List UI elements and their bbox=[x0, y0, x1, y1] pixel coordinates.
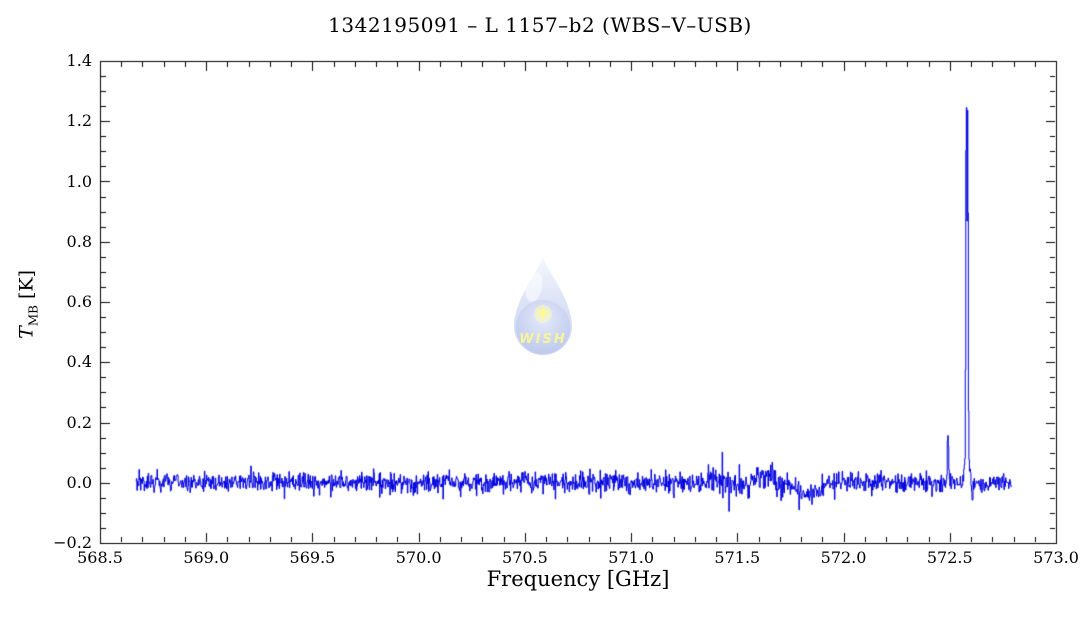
plot-title: 1342195091 – L 1157–b2 (WBS–V–USB) bbox=[328, 13, 752, 37]
y-axis-symbol: T bbox=[15, 326, 38, 339]
x-tick-label: 572.5 bbox=[926, 548, 973, 567]
y-tick-label: 1.0 bbox=[66, 171, 92, 191]
wish-watermark: ✶ WISH bbox=[514, 257, 572, 355]
y-tick-label: 0.6 bbox=[66, 292, 92, 311]
y-tick-label: 0.0 bbox=[66, 472, 92, 492]
y-tick-label: 0.4 bbox=[66, 352, 92, 372]
y-tick-label: 0.8 bbox=[66, 231, 92, 251]
y-tick-label: −0.2 bbox=[53, 533, 92, 552]
x-tick-label: 570.5 bbox=[501, 548, 548, 567]
x-tick-label: 573.0 bbox=[1033, 548, 1079, 567]
star-glow bbox=[534, 305, 552, 323]
x-tick-label: 570.0 bbox=[395, 548, 442, 567]
x-tick-label: 571.5 bbox=[714, 548, 761, 567]
water-drop-gloss bbox=[525, 272, 543, 302]
star-icon: ✶ bbox=[533, 300, 553, 328]
x-axis-label: Frequency [GHz] bbox=[486, 567, 670, 591]
wish-text: WISH bbox=[519, 332, 566, 347]
y-tick-label: 1.2 bbox=[66, 111, 92, 131]
x-tick-label: 568.5 bbox=[77, 548, 123, 567]
water-drop-sphere bbox=[516, 300, 570, 354]
x-tick-label: 569.0 bbox=[183, 548, 230, 567]
x-tick-label: 571.0 bbox=[608, 548, 655, 567]
x-tick-label: 569.5 bbox=[289, 548, 336, 567]
y-tick-label: 0.2 bbox=[66, 412, 92, 432]
y-tick-label: 1.4 bbox=[66, 51, 92, 70]
x-tick-label: 572.0 bbox=[820, 548, 867, 567]
